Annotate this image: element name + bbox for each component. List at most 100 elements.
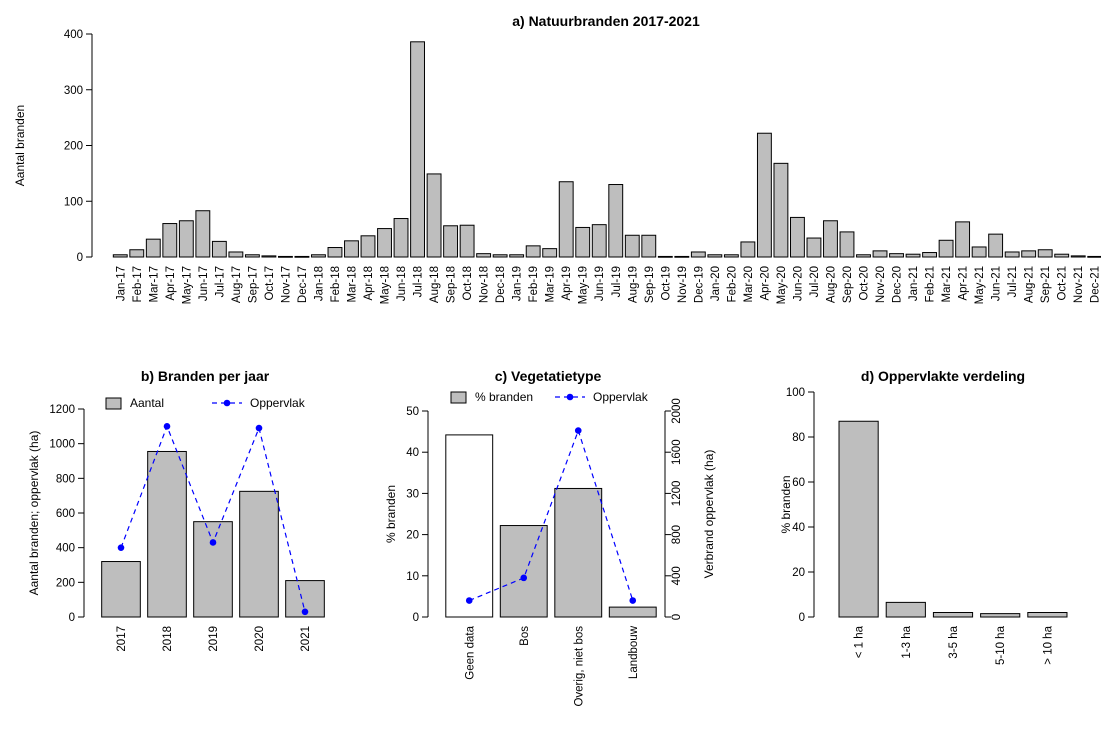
series-point-Overig, niet bos [574,427,582,434]
x-tick-label: May-20 [776,266,788,304]
bar-Jun-20 [790,216,805,258]
x-tick-label: Sep-20 [842,266,854,303]
bar-Dec-18 [492,254,508,258]
x-tick-label: May-18 [380,266,392,304]
series-point-Landbouw [629,597,637,604]
y2-tick-label: 2000 [671,398,683,424]
legend-label-bar: % branden [475,390,533,404]
y-tick-label: 0 [77,252,83,264]
y-tick-label: 1200 [49,404,75,416]
bar-1-3 ha [885,601,926,618]
bar-2020 [239,490,279,618]
x-tick-label: Nov-17 [280,266,292,303]
y-axis-label: % branden [384,485,398,543]
y-tick-label: 20 [792,567,805,579]
x-tick-label: Feb-18 [330,266,342,302]
y2-tick-label: 1600 [671,439,683,465]
x-tick-label: Oct-19 [660,266,672,301]
x-tick-label: Sep-17 [247,266,259,303]
series-point-2017 [117,544,125,551]
x-tick-label: 2018 [162,626,174,652]
bar-Dec-20 [889,253,904,258]
bar-Jan-18 [311,254,326,258]
x-tick-label: Feb-17 [132,266,144,302]
y-tick-label: 1000 [49,439,75,451]
x-tick-label: Jan-18 [313,266,325,301]
chart-c: c) Vegetatietype 0 10 20 30 40 50 % branden Geen… [384,368,716,707]
bar-Landbouw [608,606,657,618]
x-tick-label: Dec-18 [495,266,507,303]
x-tick-label: Aug-20 [825,266,837,303]
x-tick-label: Aug-19 [627,266,639,303]
x-tick-label: Sep-18 [446,266,458,303]
x-tick-label: Jan-21 [908,266,920,301]
bar-Sep-17 [244,254,260,258]
bar-Overig, niet bos [554,487,603,618]
x-tick-label: 2021 [300,626,312,652]
x-tick-label: Oct-18 [462,266,474,301]
bar-Jun-17 [195,210,211,258]
x-tick-label: Apr-18 [363,266,375,301]
y-tick-label: 800 [56,473,75,485]
x-tick-label: Overig, niet bos [573,626,585,707]
x-tick-label: May-19 [578,266,590,304]
x-tick-label: Jul-18 [413,266,425,297]
x-tick-label: Aug-17 [231,266,243,303]
x-tick-label: May-21 [974,266,986,304]
y-tick-label: 300 [64,85,83,97]
x-tick-label: Nov-21 [1073,266,1085,303]
series-line-Oppervlak [469,428,634,602]
y-tick-label: 0 [799,612,805,624]
bar-Jul-21 [1004,251,1020,258]
x-tick-label: 5-10 ha [995,625,1007,665]
chart-title: d) Oppervlakte verdeling [861,368,1025,384]
bar-Nov-20 [872,250,888,258]
x-tick-label: Geen data [464,625,476,679]
x-tick-label: Nov-20 [875,266,887,303]
bar-Bos [499,525,548,618]
x-tick-label: 1-3 ha [901,625,913,658]
x-tick-label: Oct-21 [1057,266,1069,301]
x-tick-label: Bos [519,626,531,646]
x-tick-label: Sep-21 [1040,266,1052,303]
y-tick-label: 600 [56,508,75,520]
x-tick-label: Aug-21 [1024,266,1036,303]
x-tick-label: 3-5 ha [948,625,960,658]
bar-Aug-21 [1021,250,1037,258]
chart-d: d) Oppervlakte verdeling 0 20 40 60 80 100 % br… [779,368,1068,665]
bar-Sep-19 [641,234,657,258]
x-tick-label: Dec-19 [693,266,705,303]
bar-Oct-18 [459,224,475,258]
bar-Mar-20 [740,241,756,258]
series-point-Bos [520,574,528,582]
bar-Mar-19 [542,248,558,258]
bar-Mar-21 [938,239,954,258]
bar-2018 [147,450,187,618]
bar-May-17 [178,220,194,258]
x-tick-label: Jun-18 [396,266,408,301]
x-tick-label: Apr-17 [165,266,177,301]
x-tick-label: Jan-20 [710,266,722,301]
x-tick-label: Jun-21 [991,266,1003,301]
series-point-2020 [255,424,263,432]
legend-label-line: Oppervlak [250,396,306,410]
series-point-2021 [301,608,309,616]
series-point-2018 [163,423,171,430]
bar-Apr-17 [162,223,178,258]
x-tick-label: Mar-19 [545,266,557,302]
y-tick-label: 100 [786,387,805,399]
x-tick-label: Apr-21 [958,266,970,301]
x-tick-label: Landbouw [628,625,640,679]
bar-Jul-18 [410,41,425,258]
y-tick-label: 50 [406,406,419,418]
y2-axis-label: Verbrand oppervlak (ha) [702,450,716,579]
bar-Apr-18 [360,235,376,258]
y-tick-label: 10 [406,571,419,583]
y-tick-label: 200 [64,141,83,153]
bar-Feb-17 [129,249,145,258]
bar-Mar-18 [344,240,359,258]
bar-Jul-19 [608,184,624,258]
bar-Dec-17 [294,255,310,258]
bar-Feb-18 [327,247,343,258]
series-point-2019 [209,539,217,546]
